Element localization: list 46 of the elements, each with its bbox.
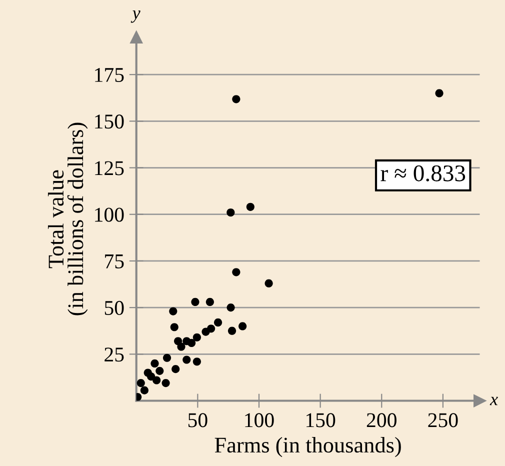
point xyxy=(156,366,164,375)
y-tick-label: 150 xyxy=(95,114,124,129)
point xyxy=(187,338,196,348)
x-tick-label: 200 xyxy=(366,413,396,428)
y-tick-label: 75 xyxy=(105,254,124,268)
x-tick-label: 50 xyxy=(188,413,208,428)
y-tick-label: 175 xyxy=(95,68,124,82)
x-tick-label: 250 xyxy=(428,413,458,428)
y-tick-label: 100 xyxy=(95,208,124,222)
annotation: r ≈ 0.833 xyxy=(380,165,466,182)
point xyxy=(214,318,222,327)
point xyxy=(170,323,178,332)
point xyxy=(246,202,254,211)
x-tick-label: 150 xyxy=(306,413,336,428)
point xyxy=(152,376,161,384)
point xyxy=(162,354,172,362)
point xyxy=(191,298,200,306)
point xyxy=(162,379,170,388)
point xyxy=(182,356,191,364)
y-tick-label: 125 xyxy=(95,161,124,176)
point xyxy=(140,386,148,394)
point xyxy=(192,358,201,366)
point xyxy=(232,268,240,276)
point xyxy=(177,342,186,351)
y-axis-title: Total value (in billions of dollars) xyxy=(48,122,88,316)
point xyxy=(206,298,214,306)
point xyxy=(232,95,240,104)
point xyxy=(238,322,247,330)
point xyxy=(172,365,180,374)
point xyxy=(206,324,216,333)
point xyxy=(226,304,235,312)
y-tick-label: 25 xyxy=(104,348,124,362)
point xyxy=(136,379,145,388)
point xyxy=(228,326,236,335)
x-axis-title: Farms (in thousands) xyxy=(214,437,401,458)
point xyxy=(435,89,444,98)
y-tick-label: 50 xyxy=(104,300,124,315)
point xyxy=(147,372,156,381)
point xyxy=(226,208,235,217)
point xyxy=(264,279,273,288)
x-tick-label: 100 xyxy=(245,413,274,428)
point xyxy=(192,333,201,342)
point xyxy=(150,359,159,368)
point xyxy=(169,307,178,316)
text: x xyxy=(490,396,498,406)
text: y xyxy=(130,10,140,23)
